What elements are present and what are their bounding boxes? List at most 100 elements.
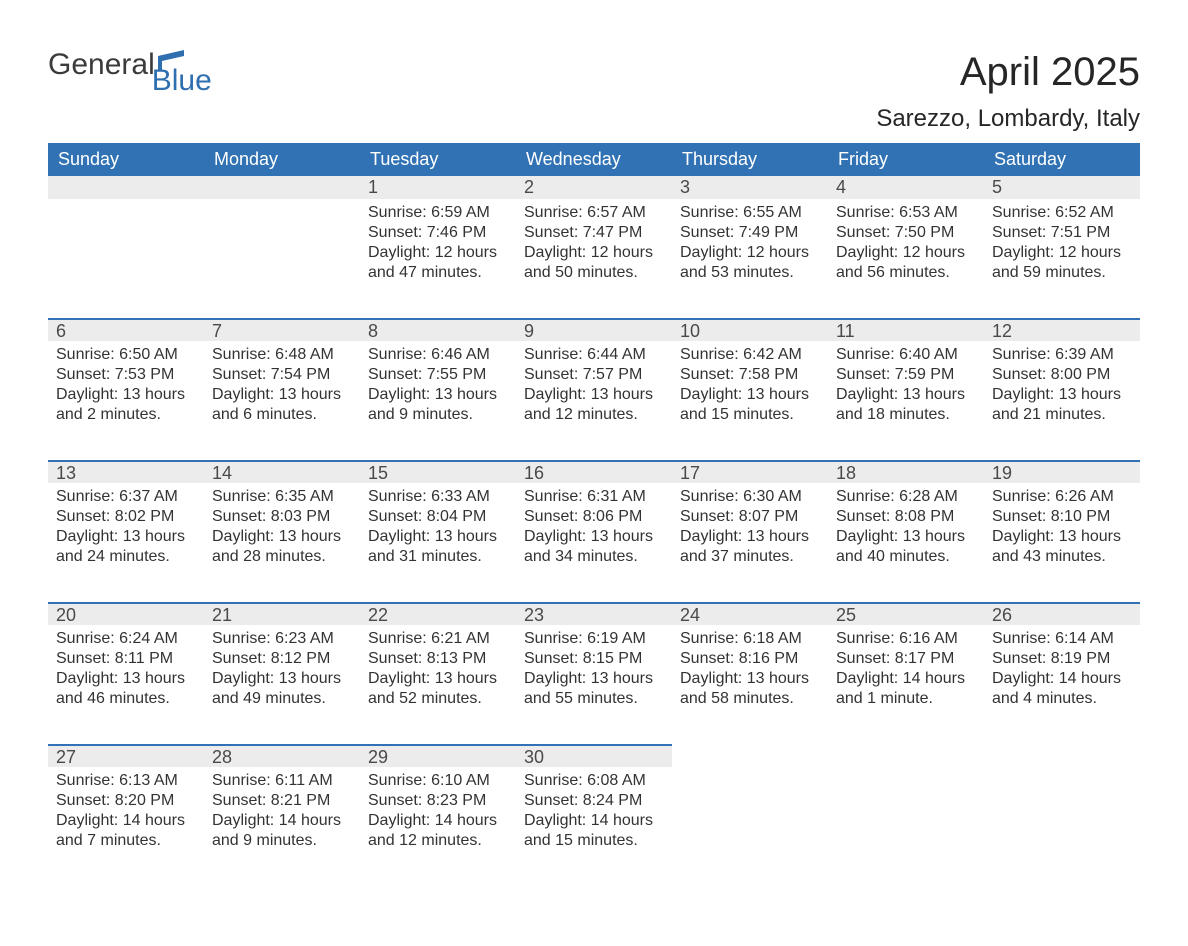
calendar-day-cell: 9Sunrise: 6:44 AMSunset: 7:57 PMDaylight… (516, 318, 672, 460)
day-number-bar: 25 (828, 602, 984, 625)
sunset-line: Sunset: 8:06 PM (524, 507, 666, 527)
sunrise-line: Sunrise: 6:26 AM (992, 487, 1134, 507)
day-number-bar: 30 (516, 744, 672, 767)
daylight-line: Daylight: 13 hours and 49 minutes. (212, 669, 354, 709)
sunset-line: Sunset: 8:15 PM (524, 649, 666, 669)
day-number-bar: 28 (204, 744, 360, 767)
day-number-bar: 6 (48, 318, 204, 341)
daylight-line: Daylight: 13 hours and 6 minutes. (212, 385, 354, 425)
sunset-line: Sunset: 8:00 PM (992, 365, 1134, 385)
calendar-day-cell: 4Sunrise: 6:53 AMSunset: 7:50 PMDaylight… (828, 176, 984, 318)
sunset-line: Sunset: 8:11 PM (56, 649, 198, 669)
sunrise-line: Sunrise: 6:31 AM (524, 487, 666, 507)
sunrise-line: Sunrise: 6:53 AM (836, 203, 978, 223)
calendar-empty-cell (828, 744, 984, 886)
day-body: Sunrise: 6:10 AMSunset: 8:23 PMDaylight:… (360, 767, 516, 855)
sunset-line: Sunset: 7:53 PM (56, 365, 198, 385)
daylight-line: Daylight: 12 hours and 47 minutes. (368, 243, 510, 283)
sunrise-line: Sunrise: 6:10 AM (368, 771, 510, 791)
logo: General Blue (48, 50, 246, 80)
calendar-day-cell: 1Sunrise: 6:59 AMSunset: 7:46 PMDaylight… (360, 176, 516, 318)
calendar-day-cell: 26Sunrise: 6:14 AMSunset: 8:19 PMDayligh… (984, 602, 1140, 744)
sunrise-line: Sunrise: 6:59 AM (368, 203, 510, 223)
calendar-day-cell: 23Sunrise: 6:19 AMSunset: 8:15 PMDayligh… (516, 602, 672, 744)
day-body: Sunrise: 6:13 AMSunset: 8:20 PMDaylight:… (48, 767, 204, 855)
daylight-line: Daylight: 13 hours and 55 minutes. (524, 669, 666, 709)
day-body: Sunrise: 6:08 AMSunset: 8:24 PMDaylight:… (516, 767, 672, 855)
day-number-bar: 2 (516, 176, 672, 199)
sunset-line: Sunset: 8:24 PM (524, 791, 666, 811)
location-text: Sarezzo, Lombardy, Italy (876, 105, 1140, 133)
sunset-line: Sunset: 8:16 PM (680, 649, 822, 669)
sunset-line: Sunset: 7:49 PM (680, 223, 822, 243)
day-number-bar: 23 (516, 602, 672, 625)
day-body: Sunrise: 6:26 AMSunset: 8:10 PMDaylight:… (984, 483, 1140, 571)
daylight-line: Daylight: 13 hours and 15 minutes. (680, 385, 822, 425)
sunset-line: Sunset: 8:20 PM (56, 791, 198, 811)
calendar-empty-cell (204, 176, 360, 318)
daylight-line: Daylight: 12 hours and 59 minutes. (992, 243, 1134, 283)
title-block: April 2025 Sarezzo, Lombardy, Italy (876, 50, 1140, 143)
daylight-line: Daylight: 13 hours and 52 minutes. (368, 669, 510, 709)
day-body: Sunrise: 6:31 AMSunset: 8:06 PMDaylight:… (516, 483, 672, 571)
sunrise-line: Sunrise: 6:40 AM (836, 345, 978, 365)
calendar-day-cell: 30Sunrise: 6:08 AMSunset: 8:24 PMDayligh… (516, 744, 672, 886)
day-body: Sunrise: 6:40 AMSunset: 7:59 PMDaylight:… (828, 341, 984, 429)
weekday-header: Tuesday (360, 143, 516, 176)
weekday-header: Friday (828, 143, 984, 176)
sunrise-line: Sunrise: 6:33 AM (368, 487, 510, 507)
calendar-empty-cell (984, 744, 1140, 886)
day-body: Sunrise: 6:16 AMSunset: 8:17 PMDaylight:… (828, 625, 984, 713)
day-number-bar: 17 (672, 460, 828, 483)
sunset-line: Sunset: 7:51 PM (992, 223, 1134, 243)
daylight-line: Daylight: 13 hours and 34 minutes. (524, 527, 666, 567)
day-body: Sunrise: 6:37 AMSunset: 8:02 PMDaylight:… (48, 483, 204, 571)
day-number-bar (204, 176, 360, 199)
sunrise-line: Sunrise: 6:16 AM (836, 629, 978, 649)
sunrise-line: Sunrise: 6:21 AM (368, 629, 510, 649)
day-number-bar (48, 176, 204, 199)
day-number-bar: 4 (828, 176, 984, 199)
sunset-line: Sunset: 7:50 PM (836, 223, 978, 243)
day-number-bar: 1 (360, 176, 516, 199)
day-number-bar: 15 (360, 460, 516, 483)
daylight-line: Daylight: 14 hours and 4 minutes. (992, 669, 1134, 709)
day-body: Sunrise: 6:53 AMSunset: 7:50 PMDaylight:… (828, 199, 984, 287)
day-number-bar: 8 (360, 318, 516, 341)
daylight-line: Daylight: 13 hours and 37 minutes. (680, 527, 822, 567)
sunset-line: Sunset: 7:55 PM (368, 365, 510, 385)
weekday-header: Sunday (48, 143, 204, 176)
day-number-bar: 20 (48, 602, 204, 625)
sunrise-line: Sunrise: 6:52 AM (992, 203, 1134, 223)
day-number-bar: 21 (204, 602, 360, 625)
sunrise-line: Sunrise: 6:57 AM (524, 203, 666, 223)
sunset-line: Sunset: 8:12 PM (212, 649, 354, 669)
day-body: Sunrise: 6:21 AMSunset: 8:13 PMDaylight:… (360, 625, 516, 713)
sunset-line: Sunset: 8:19 PM (992, 649, 1134, 669)
sunrise-line: Sunrise: 6:35 AM (212, 487, 354, 507)
sunset-line: Sunset: 8:07 PM (680, 507, 822, 527)
calendar-empty-cell (672, 744, 828, 886)
sunrise-line: Sunrise: 6:08 AM (524, 771, 666, 791)
daylight-line: Daylight: 14 hours and 15 minutes. (524, 811, 666, 851)
day-body: Sunrise: 6:35 AMSunset: 8:03 PMDaylight:… (204, 483, 360, 571)
daylight-line: Daylight: 13 hours and 40 minutes. (836, 527, 978, 567)
page-title: April 2025 (876, 50, 1140, 95)
sunrise-line: Sunrise: 6:50 AM (56, 345, 198, 365)
calendar-table: SundayMondayTuesdayWednesdayThursdayFrid… (48, 143, 1140, 886)
calendar-week-row: 6 Sunrise: 6:50 AMSunset: 7:53 PM Daylight… (48, 318, 1140, 460)
daylight-line: Daylight: 12 hours and 53 minutes. (680, 243, 822, 283)
day-body: Sunrise: 6:59 AMSunset: 7:46 PMDaylight:… (360, 199, 516, 287)
daylight-line: Daylight: 13 hours and 28 minutes. (212, 527, 354, 567)
sunset-line: Sunset: 8:03 PM (212, 507, 354, 527)
calendar-day-cell: 13Sunrise: 6:37 AMSunset: 8:02 PMDayligh… (48, 460, 204, 602)
sunrise-line: Sunrise: 6:42 AM (680, 345, 822, 365)
calendar-day-cell: 22Sunrise: 6:21 AMSunset: 8:13 PMDayligh… (360, 602, 516, 744)
daylight-line: Daylight: 13 hours and 9 minutes. (368, 385, 510, 425)
day-body: Sunrise: 6:33 AMSunset: 8:04 PMDaylight:… (360, 483, 516, 571)
day-number-bar: 19 (984, 460, 1140, 483)
calendar-day-cell: 3Sunrise: 6:55 AMSunset: 7:49 PMDaylight… (672, 176, 828, 318)
daylight-line: Daylight: 14 hours and 12 minutes. (368, 811, 510, 851)
calendar-week-row: 20Sunrise: 6:24 AMSunset: 8:11 PMDayligh… (48, 602, 1140, 744)
day-body: Sunrise: 6:39 AMSunset: 8:00 PMDaylight:… (984, 341, 1140, 429)
